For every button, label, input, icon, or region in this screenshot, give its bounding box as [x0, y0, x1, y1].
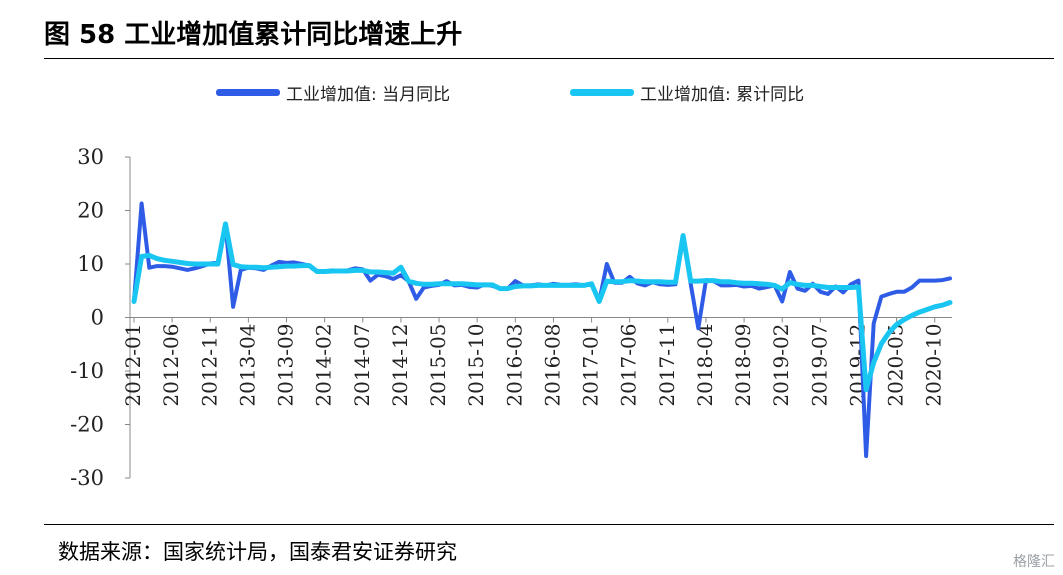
x-tick-label: 2015-10	[464, 324, 488, 407]
watermark: 格隆汇	[1013, 554, 1055, 570]
y-tick-label: 20	[77, 199, 104, 223]
source-rule	[44, 524, 1054, 525]
x-axis: 2012-01 2012-06 2012-11 2013-04 2013-09 2014-…	[121, 317, 952, 407]
figure-title: 图 58 工业增加值累计同比增速上升	[44, 20, 463, 50]
legend-swatch-monthly-yoy	[216, 89, 280, 96]
legend-item-cumulative-yoy: 工业增加值: 累计同比	[570, 80, 804, 105]
x-tick-label: 2016-08	[540, 324, 564, 407]
x-tick-label: 2018-04	[693, 324, 717, 407]
x-tick-label: 2012-11	[197, 324, 221, 407]
source-note: 数据来源：国家统计局，国泰君安证券研究	[58, 540, 457, 564]
x-tick-label: 2014-07	[350, 324, 374, 407]
series-lines	[131, 201, 953, 459]
x-tick-label: 2019-02	[769, 324, 793, 407]
series-line-cumulative-yoy	[131, 221, 953, 393]
x-tick-label: 2020-10	[922, 324, 946, 407]
x-tick-label: 2016-03	[502, 324, 526, 407]
y-tick-label: -30	[70, 466, 104, 490]
chart-legend: 工业增加值: 当月同比 工业增加值: 累计同比	[0, 80, 1063, 106]
legend-label-cumulative-yoy: 工业增加值: 累计同比	[640, 85, 805, 105]
x-tick-label: 2017-06	[617, 324, 641, 407]
title-underline	[44, 58, 1054, 59]
x-tick-label: 2012-06	[159, 324, 183, 407]
x-tick-label: 2018-09	[731, 324, 755, 407]
x-tick-label: 2017-01	[579, 324, 603, 407]
legend-swatch-cumulative-yoy	[570, 89, 634, 96]
y-tick-label: -10	[70, 359, 104, 383]
y-tick-label: 30	[77, 145, 104, 169]
x-tick-label: 2012-01	[121, 324, 145, 407]
x-tick-label: 2017-11	[655, 324, 679, 407]
y-tick-label: 0	[91, 306, 104, 330]
y-tick-label: -20	[70, 413, 104, 437]
x-tick-label: 2014-12	[388, 324, 412, 407]
x-tick-label: 2019-07	[807, 324, 831, 407]
legend-item-monthly-yoy: 工业增加值: 当月同比	[216, 80, 450, 105]
x-tick-label: 2013-09	[274, 324, 298, 407]
x-tick-label: 2014-02	[312, 324, 336, 407]
y-axis: 30 20 10 0 -10 -20 -30	[70, 145, 131, 490]
x-tick-label: 2013-04	[235, 324, 259, 407]
legend-label-monthly-yoy: 工业增加值: 当月同比	[286, 85, 451, 105]
x-tick-label: 2015-05	[426, 324, 450, 407]
y-tick-label: 10	[77, 252, 104, 276]
